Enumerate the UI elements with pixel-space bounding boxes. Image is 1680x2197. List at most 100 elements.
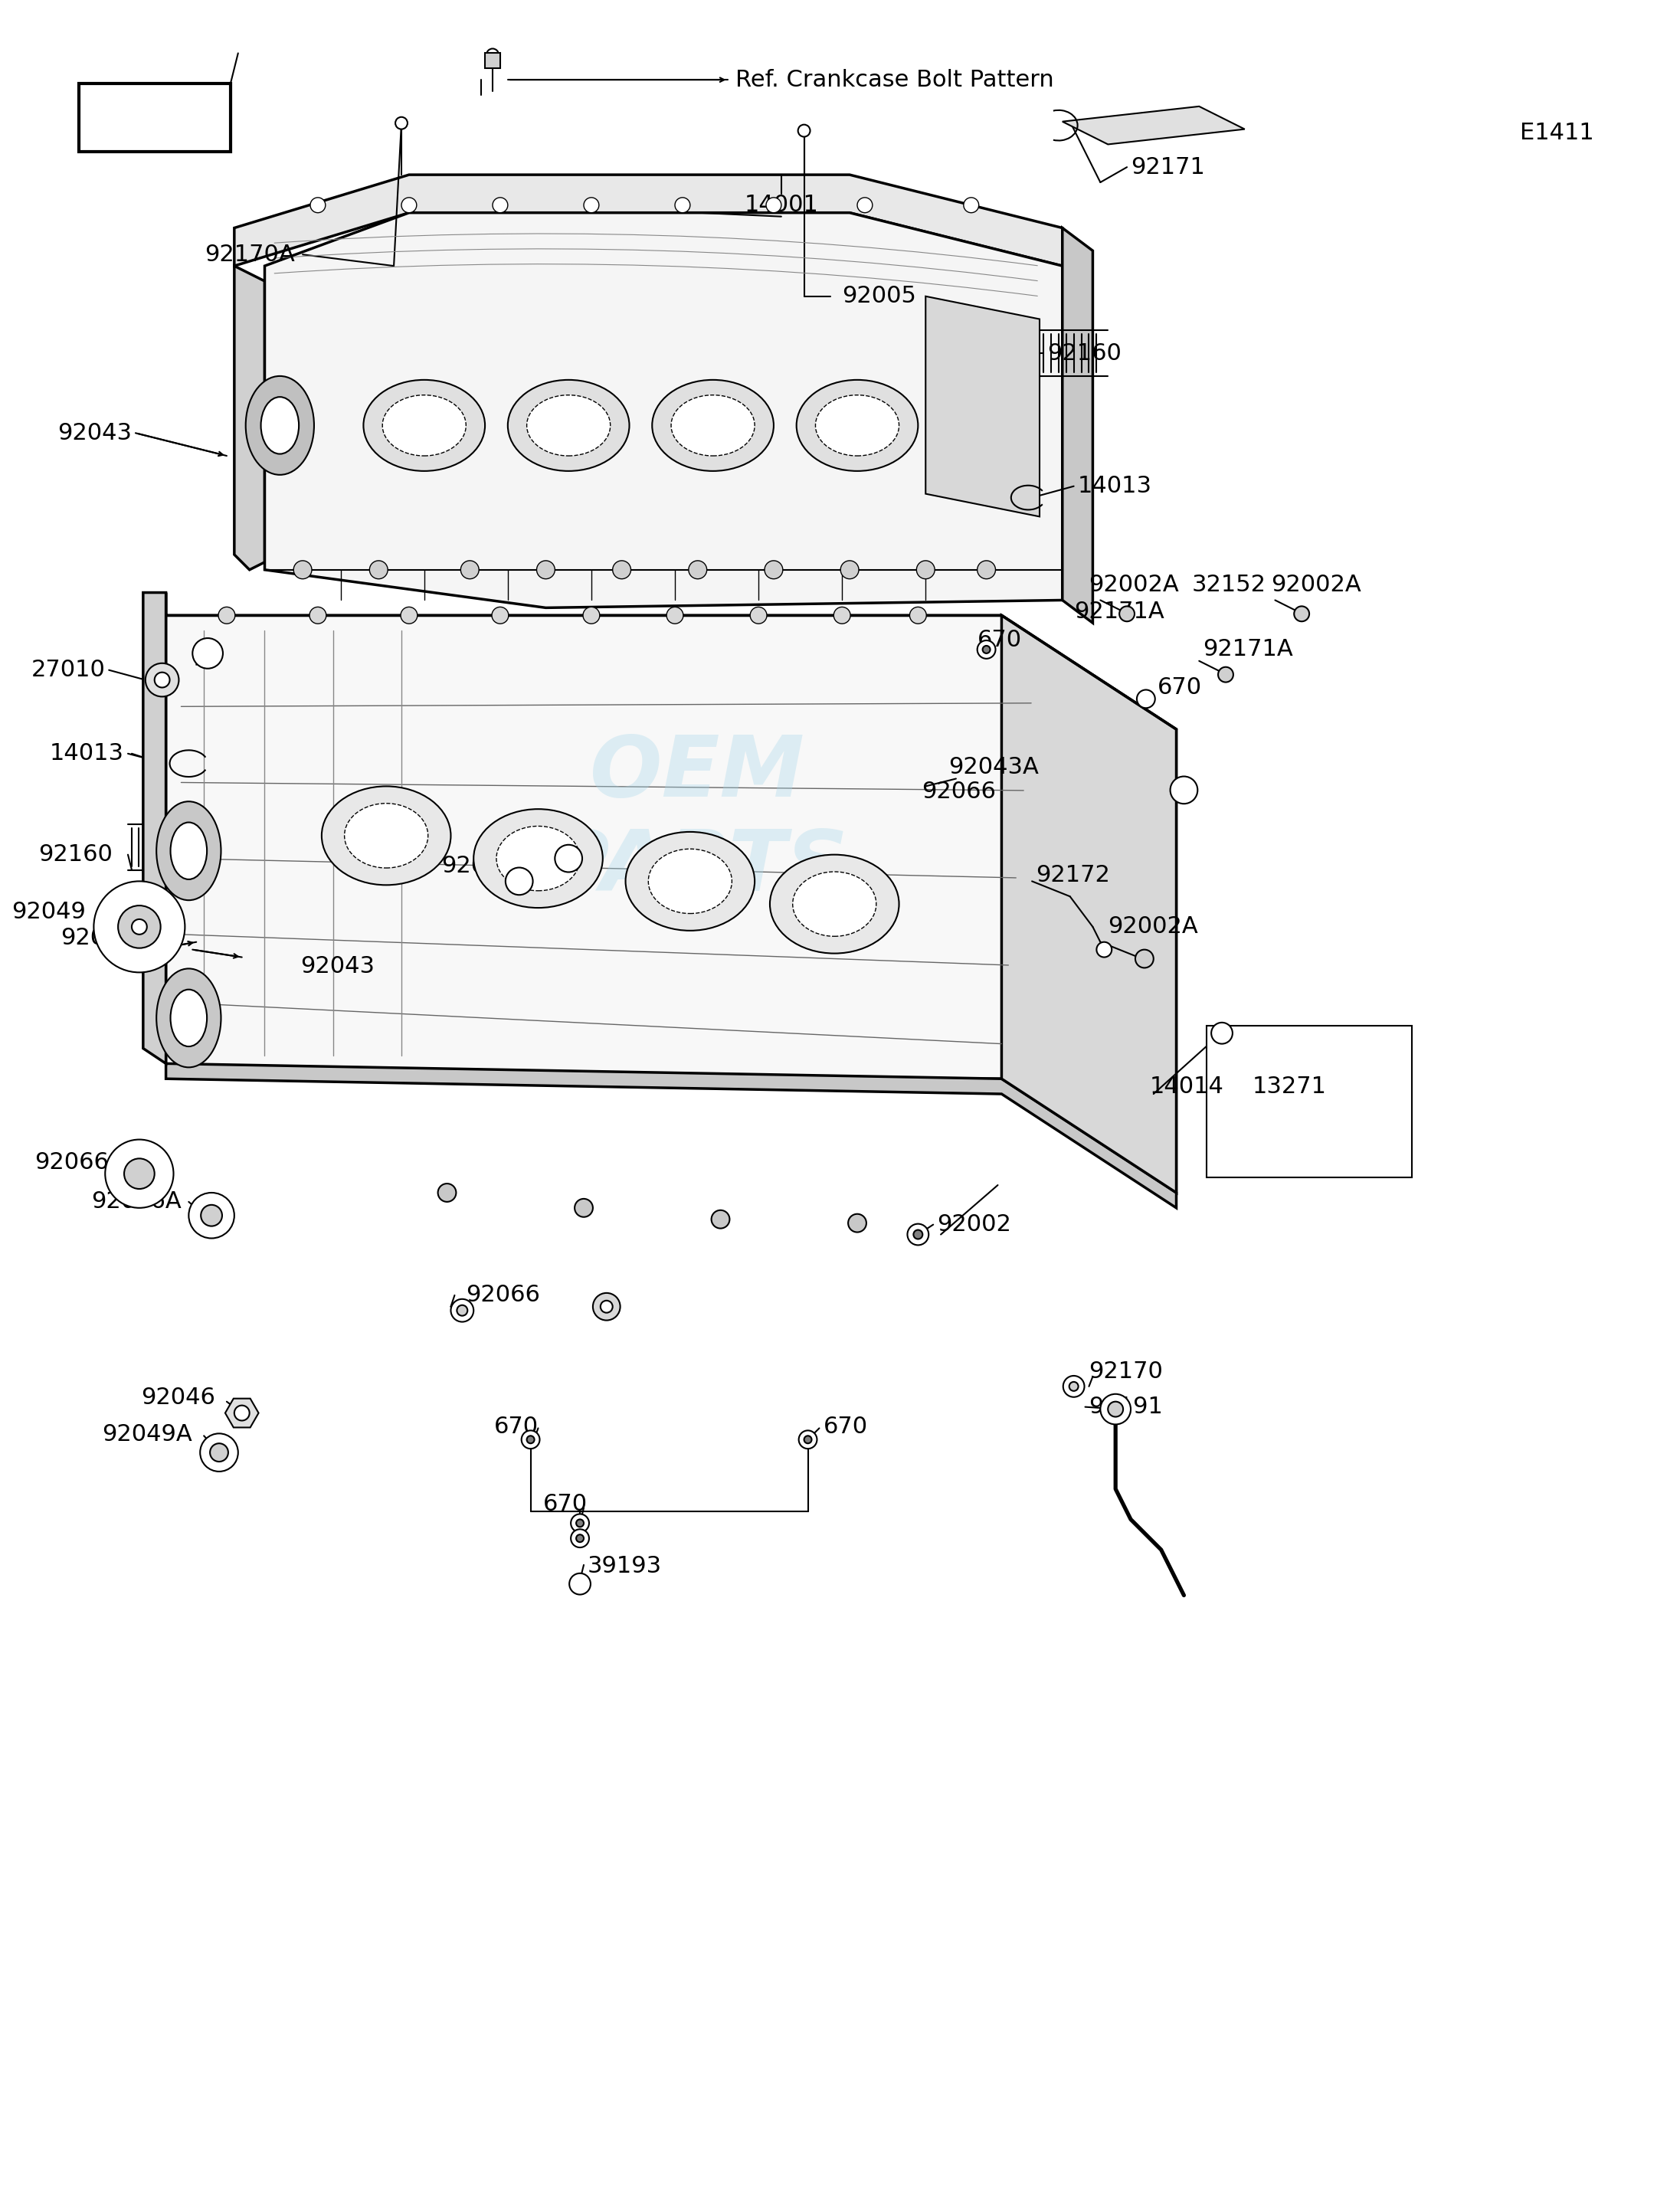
- Text: B: B: [512, 872, 526, 890]
- Text: A: A: [1178, 780, 1191, 800]
- Circle shape: [200, 1432, 239, 1472]
- Text: 92043: 92043: [442, 855, 516, 877]
- Circle shape: [689, 560, 707, 578]
- Circle shape: [764, 560, 783, 578]
- Text: 92043: 92043: [57, 422, 131, 444]
- Circle shape: [571, 1514, 590, 1531]
- Circle shape: [400, 606, 417, 624]
- Circle shape: [1294, 606, 1309, 622]
- Circle shape: [964, 198, 979, 213]
- Circle shape: [576, 1534, 583, 1542]
- Text: 670: 670: [543, 1494, 588, 1516]
- Text: FRONT: FRONT: [101, 105, 208, 132]
- Text: 92066: 92066: [465, 1283, 541, 1307]
- Circle shape: [118, 905, 161, 949]
- Circle shape: [155, 672, 170, 688]
- Text: OEM
PARTS: OEM PARTS: [548, 732, 848, 910]
- Circle shape: [94, 881, 185, 973]
- Text: 92049: 92049: [12, 901, 86, 923]
- Circle shape: [438, 1184, 457, 1202]
- Text: 92170A: 92170A: [205, 244, 296, 266]
- Text: 92049A: 92049A: [102, 1424, 193, 1446]
- Circle shape: [575, 1200, 593, 1217]
- Text: 92046: 92046: [141, 1386, 215, 1408]
- Circle shape: [1119, 606, 1134, 622]
- Circle shape: [106, 1140, 173, 1208]
- Circle shape: [202, 1204, 222, 1226]
- Circle shape: [570, 1573, 591, 1595]
- Text: 92066: 92066: [35, 1151, 109, 1173]
- Circle shape: [492, 606, 509, 624]
- Circle shape: [234, 1406, 250, 1421]
- Circle shape: [131, 918, 146, 934]
- Circle shape: [506, 868, 533, 894]
- Text: 92043A: 92043A: [949, 756, 1038, 778]
- Ellipse shape: [507, 380, 630, 470]
- Circle shape: [1218, 668, 1233, 683]
- Text: 92171A: 92171A: [1203, 639, 1294, 661]
- Text: 14013: 14013: [50, 743, 124, 765]
- Circle shape: [395, 116, 408, 130]
- Circle shape: [613, 560, 632, 578]
- Ellipse shape: [363, 380, 486, 470]
- Circle shape: [711, 1211, 729, 1228]
- Circle shape: [1100, 1395, 1131, 1424]
- Circle shape: [124, 1158, 155, 1189]
- Text: 92043: 92043: [301, 956, 375, 978]
- Text: Ref. Crankcase Bolt Pattern: Ref. Crankcase Bolt Pattern: [736, 68, 1053, 90]
- Ellipse shape: [245, 376, 314, 475]
- Circle shape: [146, 663, 178, 696]
- Ellipse shape: [625, 833, 754, 932]
- Text: 92005: 92005: [842, 286, 916, 308]
- Ellipse shape: [474, 808, 603, 907]
- Circle shape: [571, 1529, 590, 1547]
- Ellipse shape: [815, 395, 899, 455]
- Polygon shape: [1206, 1026, 1411, 1178]
- Ellipse shape: [321, 787, 450, 885]
- Ellipse shape: [260, 398, 299, 455]
- Circle shape: [583, 198, 600, 213]
- Circle shape: [370, 560, 388, 578]
- Circle shape: [528, 1437, 534, 1443]
- Circle shape: [460, 560, 479, 578]
- Circle shape: [576, 1520, 583, 1527]
- Circle shape: [554, 846, 583, 872]
- Text: A: A: [563, 850, 575, 868]
- Text: 92171: 92171: [1131, 156, 1205, 178]
- Text: 92172: 92172: [1037, 863, 1110, 885]
- Text: 39193: 39193: [588, 1555, 662, 1577]
- Text: 13271: 13271: [1252, 1074, 1327, 1098]
- Circle shape: [1136, 949, 1154, 969]
- Circle shape: [917, 560, 934, 578]
- Ellipse shape: [156, 802, 222, 901]
- Circle shape: [857, 198, 872, 213]
- Circle shape: [492, 198, 507, 213]
- Ellipse shape: [796, 380, 917, 470]
- Circle shape: [487, 48, 499, 62]
- Ellipse shape: [383, 395, 465, 455]
- Circle shape: [188, 1193, 234, 1239]
- Circle shape: [766, 198, 781, 213]
- Text: 92066: 92066: [922, 780, 996, 802]
- Text: 670: 670: [1158, 677, 1201, 699]
- Text: 92160: 92160: [39, 844, 113, 866]
- Circle shape: [914, 1230, 922, 1239]
- Circle shape: [907, 1224, 929, 1246]
- Circle shape: [978, 639, 996, 659]
- Circle shape: [457, 1305, 467, 1316]
- Text: 92002A: 92002A: [1089, 573, 1179, 595]
- Circle shape: [294, 560, 312, 578]
- Polygon shape: [1062, 228, 1092, 624]
- Circle shape: [667, 606, 684, 624]
- Text: 92160: 92160: [1047, 343, 1121, 365]
- Circle shape: [1063, 1375, 1084, 1397]
- Text: 670: 670: [978, 628, 1021, 650]
- Ellipse shape: [648, 848, 732, 914]
- Polygon shape: [166, 593, 1176, 1193]
- Text: 92002A: 92002A: [1272, 573, 1361, 595]
- Ellipse shape: [793, 872, 877, 936]
- Ellipse shape: [170, 822, 207, 879]
- Circle shape: [798, 1430, 816, 1448]
- Text: A: A: [1215, 1024, 1228, 1041]
- FancyBboxPatch shape: [79, 83, 230, 152]
